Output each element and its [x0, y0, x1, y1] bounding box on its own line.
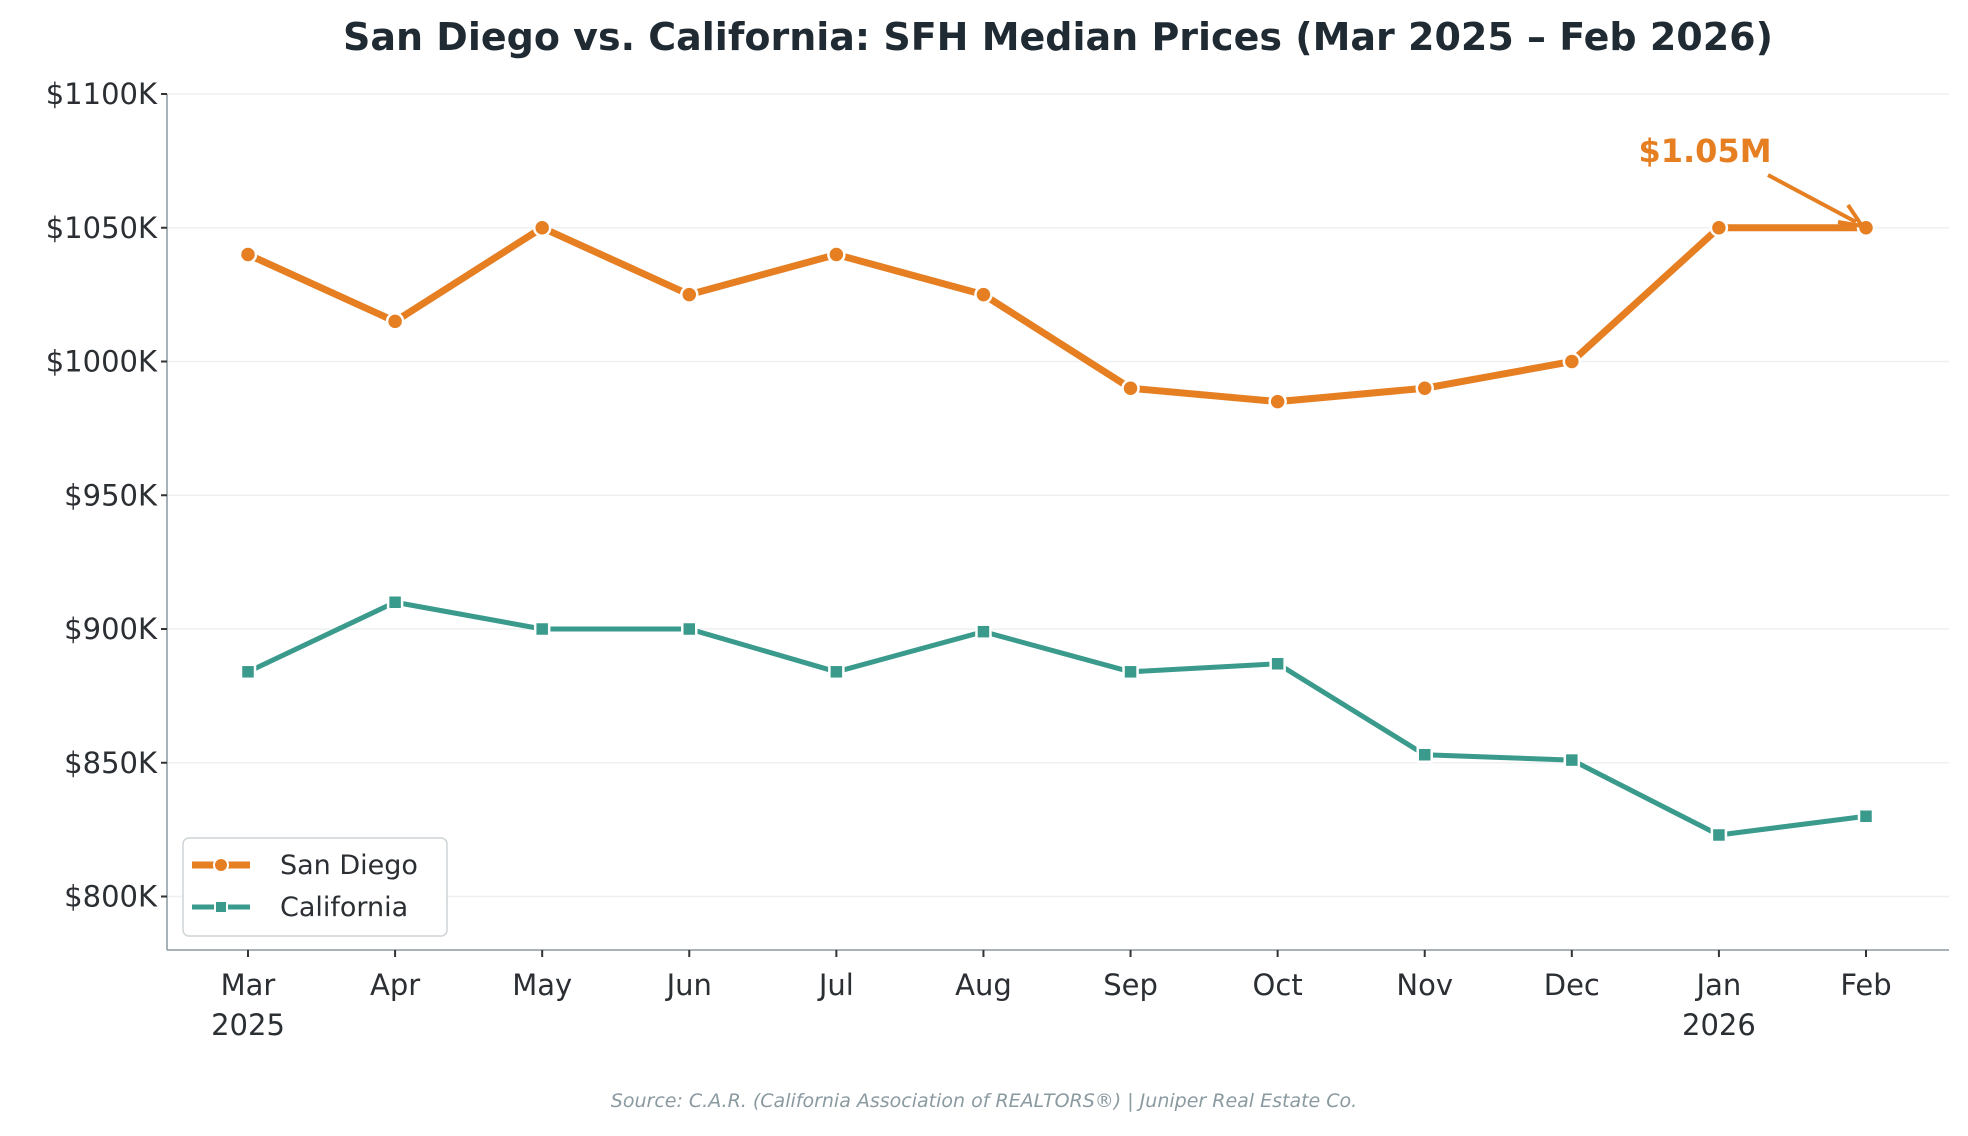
legend-item: California [192, 892, 408, 923]
annotation-arrow [1767, 173, 1857, 224]
x-tick-label: Dec [1544, 968, 1600, 1002]
data-point [1269, 655, 1286, 673]
x-tick-label: Mar [221, 968, 276, 1002]
series-line [246, 599, 1867, 838]
legend-label: San Diego [280, 850, 418, 881]
data-point [1268, 392, 1287, 411]
source-note: Source: C.A.R. (California Association o… [611, 1090, 1357, 1112]
chart-title: San Diego vs. California: SFH Median Pri… [343, 15, 1773, 59]
data-point [1416, 746, 1433, 763]
data-point [1121, 379, 1140, 398]
data-point [1857, 808, 1875, 825]
x-tick-label: Sep [1103, 968, 1158, 1002]
annotation: $1.05M [1638, 132, 1867, 229]
legend-marker [214, 900, 228, 914]
data-point [385, 312, 405, 331]
y-tick-label: $850K [64, 746, 158, 780]
x-tick-label: May [512, 968, 572, 1002]
data-point [238, 245, 258, 264]
data-point [239, 663, 257, 681]
x-tick-sublabel: 2025 [211, 1008, 285, 1042]
data-point [1563, 751, 1581, 769]
series-california [239, 594, 1875, 844]
legend: San Diego California [182, 837, 448, 937]
series-san-diego [238, 218, 1876, 411]
data-point [533, 620, 551, 638]
data-point [975, 623, 992, 640]
y-tick-label: $1100K [46, 77, 158, 111]
y-tick-label: $800K [64, 880, 158, 914]
data-point [974, 285, 993, 304]
x-tick-label: Jul [817, 968, 854, 1002]
y-tick-label: $950K [64, 478, 158, 512]
data-point [1122, 663, 1139, 681]
x-tick-label: Nov [1396, 968, 1453, 1002]
x-tick-label: Oct [1253, 968, 1303, 1002]
data-point [1562, 352, 1582, 371]
data-point [1709, 218, 1729, 237]
data-point [386, 594, 404, 611]
data-point [828, 663, 845, 681]
legend-label: California [280, 892, 408, 923]
x-tick-label: Apr [370, 968, 420, 1002]
data-point [827, 245, 846, 264]
legend-item: San Diego [192, 850, 418, 881]
x-tick-label: Jun [665, 968, 712, 1002]
y-tick-label: $900K [64, 612, 158, 646]
legend-marker [213, 857, 229, 873]
data-point [1710, 826, 1728, 844]
annotation-label: $1.05M [1638, 132, 1771, 170]
annotation-arrowhead [1837, 203, 1867, 229]
data-point [532, 218, 552, 237]
x-tick-label: Aug [955, 968, 1012, 1002]
data-point [1415, 379, 1434, 398]
y-tick-label: $1050K [46, 211, 158, 245]
y-tick-label: $1000K [46, 345, 158, 379]
x-tick-sublabel: 2026 [1682, 1008, 1756, 1042]
data-point [680, 285, 699, 304]
series-line [246, 224, 1866, 406]
x-tick-label: Jan [1695, 968, 1742, 1002]
x-tick-label: Feb [1840, 968, 1891, 1002]
data-point [681, 620, 698, 638]
